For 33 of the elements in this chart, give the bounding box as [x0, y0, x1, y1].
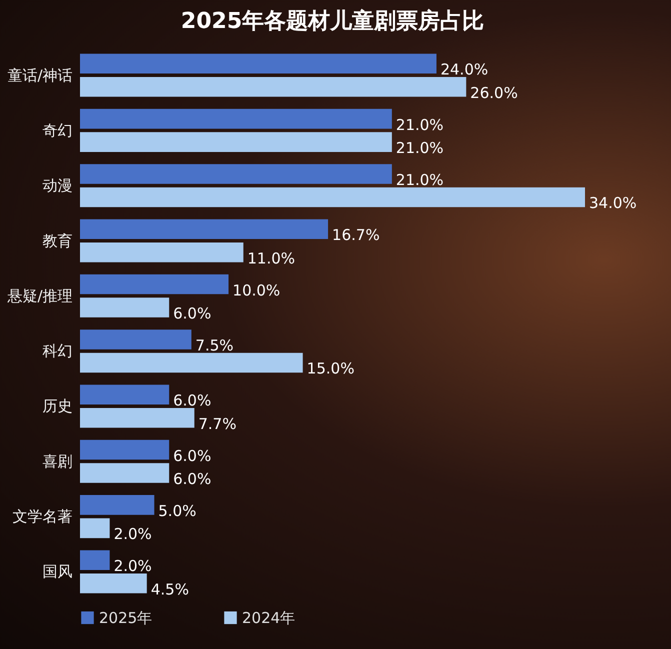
- data-label: 6.0%: [173, 470, 212, 488]
- data-label: 7.5%: [195, 336, 234, 354]
- y-tick-label: 国风: [42, 562, 72, 581]
- data-label: 2.0%: [114, 557, 152, 576]
- y-tick-label: 喜剧: [42, 452, 72, 470]
- y-tick-label: 科幻: [42, 342, 72, 360]
- data-label: 34.0%: [589, 194, 637, 212]
- y-tick-label: 教育: [42, 232, 72, 250]
- data-label: 4.5%: [150, 580, 189, 598]
- data-label: 5.0%: [158, 502, 196, 520]
- y-tick-label: 历史: [42, 397, 72, 416]
- y-tick-label: 悬疑/推理: [6, 286, 72, 305]
- data-label: 21.0%: [396, 116, 444, 134]
- legend-label: 2024年: [242, 608, 296, 627]
- data-label: 24.0%: [440, 60, 488, 79]
- data-label: 11.0%: [247, 249, 296, 268]
- data-label: 21.0%: [396, 170, 444, 189]
- data-label: 7.7%: [198, 414, 236, 433]
- data-label: 6.0%: [173, 304, 212, 323]
- data-label: 10.0%: [232, 281, 280, 300]
- data-label: 2.0%: [114, 525, 152, 544]
- data-label: 15.0%: [306, 360, 354, 378]
- data-label: 6.0%: [173, 392, 212, 410]
- data-label: 16.7%: [332, 226, 380, 244]
- legend-label: 2025年: [99, 608, 152, 627]
- chart-title: 2025年各题材儿童剧票房占比: [180, 8, 484, 34]
- data-label: 6.0%: [173, 446, 212, 465]
- y-tick-label: 动漫: [42, 176, 72, 195]
- y-tick-label: 文学名著: [12, 508, 72, 526]
- data-label: 26.0%: [470, 84, 518, 102]
- y-tick-label: 奇幻: [42, 121, 72, 140]
- y-tick-label: 童话/神话: [7, 66, 72, 84]
- data-label: 21.0%: [396, 139, 444, 158]
